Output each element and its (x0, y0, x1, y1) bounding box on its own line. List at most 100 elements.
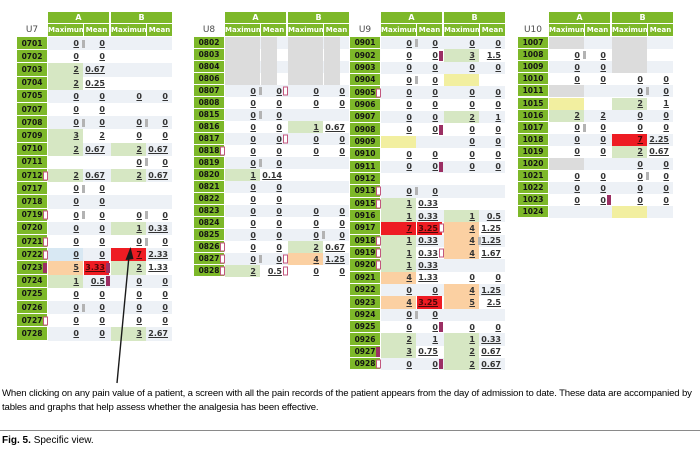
pain-value[interactable]: 0 (469, 273, 475, 283)
patient-day-id[interactable]: 0725 (17, 287, 47, 301)
pain-cell-a-mean[interactable]: 0 (417, 161, 442, 173)
pain-value[interactable]: 0 (432, 162, 438, 172)
pain-cell-a-mean[interactable]: 0.67 (84, 169, 109, 182)
pain-value[interactable]: 0 (136, 118, 142, 128)
pain-value[interactable]: 0 (250, 110, 256, 120)
pain-cell-b-mean[interactable]: 0 (480, 148, 505, 160)
pain-cell-b-mean[interactable]: 0 (324, 229, 349, 241)
pain-cell-b-mean[interactable]: 0 (324, 85, 349, 97)
pain-value[interactable]: 0 (432, 88, 438, 98)
pain-cell-b-max[interactable]: 4 (439, 246, 479, 260)
pain-cell-b-mean[interactable]: 0 (648, 182, 673, 194)
pain-cell-b-mean[interactable]: 0 (480, 321, 505, 333)
pain-value[interactable]: 0 (276, 110, 282, 120)
pain-cell-b-mean[interactable]: 0 (147, 301, 172, 314)
pain-value[interactable]: 0 (73, 52, 79, 62)
pain-value[interactable]: 0 (432, 51, 438, 61)
pain-value[interactable]: 0 (276, 158, 282, 168)
pain-value[interactable]: 1 (432, 335, 438, 345)
pain-cell-a-mean[interactable]: 0 (417, 37, 442, 49)
pain-cell-b-mean[interactable]: 2.5 (480, 296, 505, 308)
patient-day-id[interactable]: 0702 (17, 50, 47, 64)
patient-day-id[interactable]: 0710 (17, 142, 47, 156)
pain-cell-b-mean[interactable]: 0 (324, 145, 349, 157)
pain-value[interactable]: 0 (432, 75, 438, 85)
pain-value[interactable]: 0 (574, 50, 580, 60)
patient-day-id[interactable]: 0903 (350, 61, 380, 75)
pain-value[interactable]: 0 (73, 223, 79, 233)
pain-cell-a-mean[interactable]: 0 (84, 222, 109, 235)
pain-cell-a-max[interactable]: 4 (381, 271, 416, 284)
pain-value[interactable]: 2 (469, 347, 475, 357)
pain-cell-a-max[interactable]: 2 (48, 142, 83, 156)
patient-day-id[interactable]: 0919 (350, 246, 380, 260)
pain-value[interactable]: 0 (495, 63, 501, 73)
pain-cell-a-mean[interactable]: 0.33 (417, 198, 442, 210)
pain-value[interactable]: 1.25 (481, 285, 501, 295)
pain-cell-a-mean[interactable]: 0 (84, 248, 109, 261)
pain-value[interactable]: 0 (406, 322, 412, 332)
pain-value[interactable]: 1 (406, 199, 412, 209)
pain-value[interactable]: 0 (339, 134, 345, 144)
pain-cell-a-max[interactable]: 1 (381, 209, 416, 223)
pain-cell-b-mean[interactable]: 0 (324, 265, 349, 277)
pain-cell-b-max[interactable]: 5 (444, 296, 479, 309)
pain-cell-b-mean[interactable]: 2.25 (648, 134, 673, 146)
patient-day-id[interactable]: 0721 (17, 235, 47, 249)
pain-value[interactable]: 0.14 (262, 170, 282, 180)
pain-value[interactable]: 0.75 (418, 347, 438, 357)
pain-cell-a-max[interactable]: 0 (549, 122, 586, 134)
pain-cell-b-mean[interactable]: 0 (147, 129, 172, 142)
pain-value[interactable]: 0.5 (267, 266, 282, 276)
pain-cell-b-mean[interactable]: 0 (147, 90, 172, 103)
pain-value[interactable]: 0 (313, 230, 319, 240)
pain-cell-a-mean[interactable]: 0 (84, 209, 109, 222)
pain-value[interactable]: 0 (136, 303, 142, 313)
pain-cell-b-max[interactable]: 0 (111, 116, 148, 129)
pain-cell-a-max[interactable]: 0 (549, 146, 584, 158)
pain-value[interactable]: 0 (432, 112, 438, 122)
pain-value[interactable]: 0.5 (90, 276, 105, 286)
pain-cell-b-max[interactable]: 0 (444, 62, 479, 74)
pain-value[interactable]: 0 (637, 111, 643, 121)
pain-cell-b-mean[interactable]: 0 (480, 62, 505, 74)
pain-value[interactable]: 0 (600, 135, 606, 145)
pain-cell-a-mean[interactable]: 0 (261, 193, 286, 205)
pain-value[interactable]: 0 (495, 88, 501, 98)
pain-value[interactable]: 0 (99, 250, 105, 260)
pain-value[interactable]: 0 (250, 86, 256, 96)
pain-value[interactable]: 0 (637, 195, 643, 205)
pain-cell-b-max[interactable]: 2 (444, 345, 479, 359)
pain-cell-a-mean[interactable]: 0.5 (261, 265, 286, 277)
pain-value[interactable]: 0 (250, 122, 256, 132)
pain-value[interactable]: 2 (73, 65, 79, 75)
pain-value[interactable]: 0 (406, 125, 412, 135)
pain-value[interactable]: 0 (136, 289, 142, 299)
pain-cell-b-max[interactable]: 0 (111, 288, 146, 301)
pain-cell-a-mean[interactable]: 0.33 (417, 210, 442, 222)
pain-cell-b-mean[interactable]: 0 (648, 122, 673, 134)
pain-cell-a-max[interactable]: 2 (549, 109, 584, 122)
pain-cell-a-max[interactable]: 3 (376, 345, 416, 359)
patient-day-id[interactable]: 0911 (350, 160, 380, 173)
pain-cell-a-max[interactable]: 0 (549, 61, 584, 73)
pain-value[interactable]: 0 (162, 91, 168, 101)
pain-value[interactable]: 1.33 (148, 263, 168, 273)
pain-value[interactable]: 0 (406, 149, 412, 159)
patient-day-id[interactable]: 0718 (17, 195, 47, 209)
patient-day-id[interactable]: 0723 (17, 261, 47, 275)
pain-cell-a-max[interactable]: 3 (48, 129, 83, 143)
patient-day-id[interactable]: 1011 (518, 85, 548, 98)
patient-day-id[interactable]: 0825 (194, 229, 224, 241)
patient-day-id[interactable]: 0916 (350, 209, 380, 223)
pain-value[interactable]: 0 (276, 194, 282, 204)
pain-value[interactable]: 0 (574, 195, 580, 205)
pain-value[interactable]: 1.25 (325, 254, 345, 264)
pain-value[interactable]: 0 (313, 206, 319, 216)
pain-value[interactable]: 0 (406, 100, 412, 110)
pain-value[interactable]: 2 (136, 171, 142, 181)
pain-cell-a-max[interactable]: 0 (549, 170, 584, 182)
pain-value[interactable]: 1 (663, 99, 669, 109)
pain-cell-a-max[interactable]: 0 (225, 133, 260, 145)
pain-value[interactable]: 0 (250, 194, 256, 204)
